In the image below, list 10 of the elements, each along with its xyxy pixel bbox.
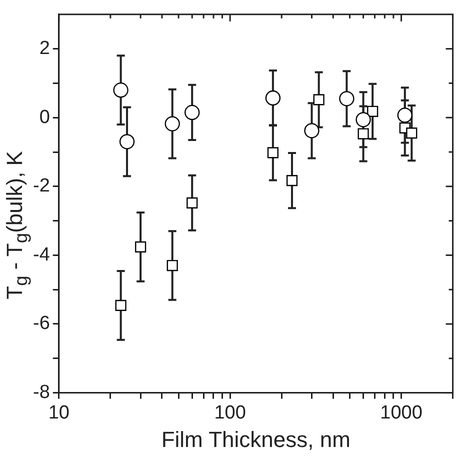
y-tick-label: -8 bbox=[32, 382, 50, 404]
y-tick-label: -2 bbox=[32, 176, 50, 197]
x-tick-label: 10 bbox=[48, 402, 70, 424]
x-tick-label: 1000 bbox=[380, 402, 422, 424]
x-axis-title: Film Thickness, nm bbox=[161, 426, 350, 452]
x-tick-label: 100 bbox=[214, 402, 246, 424]
y-tick-label: -6 bbox=[32, 313, 50, 334]
y-tick-label: -4 bbox=[32, 244, 50, 266]
y-tick-label: 0 bbox=[39, 106, 50, 128]
y-tick-label: 2 bbox=[39, 38, 50, 60]
